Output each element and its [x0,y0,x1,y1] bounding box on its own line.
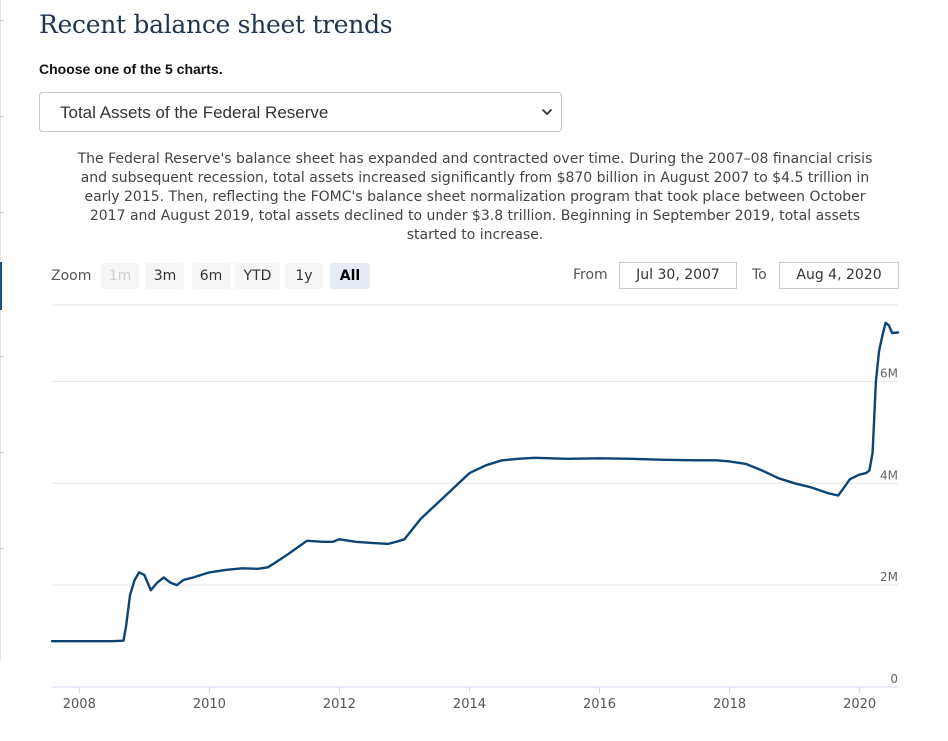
page-left-tick [0,356,4,357]
page-left-tick [0,212,4,213]
x-tick-label: 2012 [323,697,356,712]
range-to-input[interactable]: Aug 4, 2020 [779,262,899,289]
page-left-tick [0,548,4,549]
zoom-ytd-button[interactable]: YTD [235,263,280,289]
zoom-label: Zoom [51,268,92,284]
y-tick-label: 4M [880,468,898,482]
y-tick-label: 6M [880,366,898,380]
x-tick-label: 2008 [63,697,96,712]
range-from-label: From [573,267,608,283]
page-left-tick [0,452,4,453]
chart-chooser-label: Choose one of the 5 charts. [39,61,223,77]
total-assets-line-chart[interactable]: 0 2M 4M 6M 2008 2010 2012 2014 2016 2018 2020 [0,295,948,741]
x-tick-label: 2020 [843,697,876,712]
chart-select-value: Total Assets of the Federal Reserve [60,103,329,122]
y-tick-label: 0 [890,672,898,686]
x-tick-label: 2018 [713,697,746,712]
chart-description: The Federal Reserve's balance sheet has … [77,151,873,243]
zoom-3m-button[interactable]: 3m [146,263,184,289]
zoom-all-button[interactable]: All [330,263,370,289]
range-from-input[interactable]: Jul 30, 2007 [619,262,737,289]
range-to-label: To [752,267,767,283]
chart-select-dropdown[interactable]: Total Assets of the Federal Reserve [39,92,562,132]
x-tick-label: 2010 [193,697,226,712]
series-line-total-assets [50,321,900,643]
page-title: Recent balance sheet trends [39,10,393,39]
x-tick-label: 2016 [583,697,616,712]
zoom-6m-button[interactable]: 6m [192,263,230,289]
chevron-down-icon [541,108,553,116]
page-left-tick [0,20,4,21]
page-left-border [0,0,1,660]
zoom-1m-button[interactable]: 1m [101,263,139,289]
x-tick-label: 2014 [453,697,486,712]
zoom-1y-button[interactable]: 1y [285,263,323,289]
page-left-accent [0,262,2,310]
page-left-tick [0,116,4,117]
y-tick-label: 2M [880,570,898,584]
